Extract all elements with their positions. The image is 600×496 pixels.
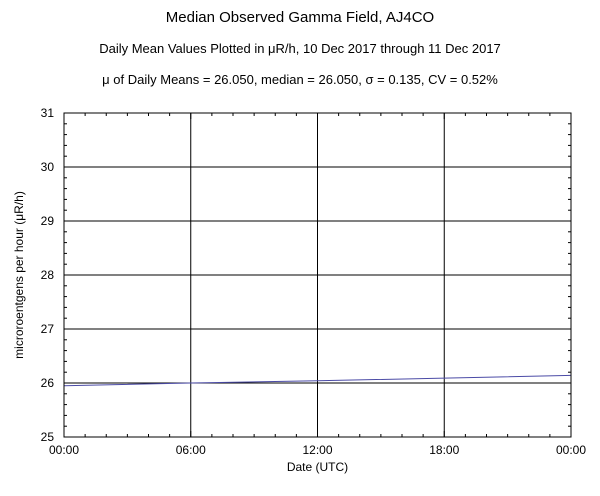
x-axis-label: Date (UTC) xyxy=(287,460,348,474)
y-tick-labels: 25 26 27 28 29 30 31 xyxy=(41,106,55,444)
x-tick-label: 00:00 xyxy=(556,443,586,457)
x-tick-label: 18:00 xyxy=(429,443,459,457)
chart-title: Median Observed Gamma Field, AJ4CO xyxy=(165,9,435,26)
y-tick-label: 26 xyxy=(41,376,55,390)
chart-subtitle: Daily Mean Values Plotted in μR/h, 10 De… xyxy=(99,41,501,56)
x-tick-labels: 00:00 06:00 12:00 18:00 00:00 xyxy=(49,443,586,457)
x-tick-label: 00:00 xyxy=(49,443,79,457)
y-tick-label: 25 xyxy=(41,430,55,444)
y-tick-label: 30 xyxy=(41,160,55,174)
y-tick-label: 29 xyxy=(41,214,55,228)
x-tick-label: 06:00 xyxy=(176,443,206,457)
series-layer xyxy=(63,374,572,387)
y-tick-label: 31 xyxy=(41,106,55,120)
y-tick-label: 28 xyxy=(41,268,55,282)
plot-frame xyxy=(63,112,572,438)
y-axis-label: microroentgens per hour (μR/h) xyxy=(12,191,26,359)
chart-stats-line: μ of Daily Means = 26.050, median = 26.0… xyxy=(102,72,498,87)
x-tick-label: 12:00 xyxy=(302,443,332,457)
y-tick-label: 27 xyxy=(41,322,55,336)
series-line xyxy=(63,374,572,387)
grid-lines xyxy=(64,113,571,437)
